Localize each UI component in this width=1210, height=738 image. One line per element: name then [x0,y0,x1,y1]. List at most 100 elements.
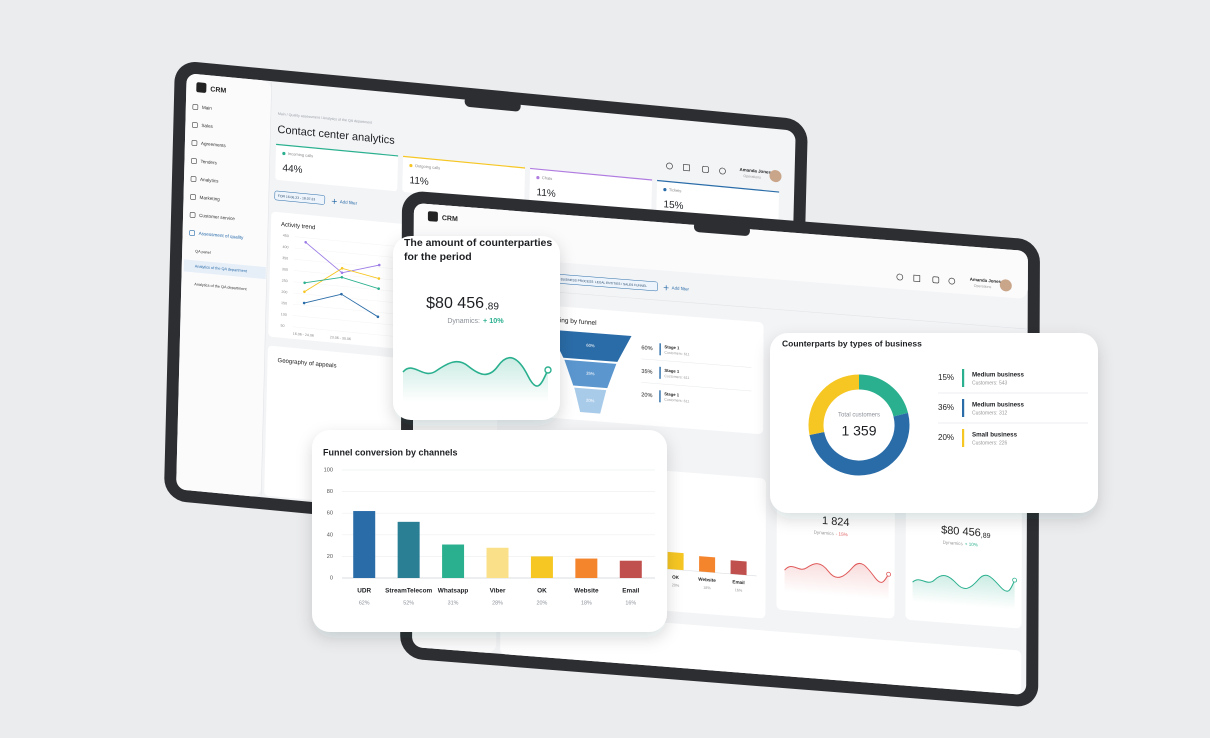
header-icon[interactable] [702,165,709,173]
menu-item[interactable]: Tenders [200,159,217,166]
notch [693,221,750,236]
menu-item[interactable]: Sales [201,123,213,129]
stage-marker [659,366,661,379]
card-title: sifting by funnel [552,316,598,327]
bar [486,547,509,578]
business-types-card: Counterparts by types of business Total … [770,333,1098,513]
y-tick-label: 250 [282,279,288,284]
bar [667,551,684,571]
card-title: Funnel conversion by channels [323,447,458,457]
trend-point [340,275,344,279]
sparkline-area [784,563,889,601]
header-icon[interactable] [913,274,921,282]
value-label: 28% [492,600,503,606]
value-label: 18% [581,600,592,606]
x-tick-label: Whatsapp [438,588,469,595]
stage-name: Stage 1 [664,368,680,374]
menu-item[interactable]: Assessment of quality [199,231,245,240]
kpi-accent [657,179,780,193]
y-tick-label: 100 [324,467,333,473]
grid-line [293,292,410,305]
legend-percent: 15% [938,373,954,382]
card-title: Activity trend [281,222,315,231]
kpi-accent [276,143,399,157]
bar [575,558,598,578]
kpi-value: 11% [536,187,556,200]
card-title: The amount of counterparties for the per… [404,237,553,263]
menu-item[interactable]: Analytics [200,177,219,184]
grid-line [294,247,411,260]
stage-name: Stage 1 [664,344,680,350]
menu-item[interactable]: Marketing [200,195,221,202]
header-icon[interactable] [719,167,726,175]
header-icon[interactable] [683,163,690,172]
dynamics-label: Dynamics: [447,318,480,325]
funnel-tier [549,329,632,362]
stage-marker [659,343,661,356]
header-icon[interactable] [948,277,956,285]
add-filter[interactable]: Add filter [672,285,690,291]
grid-line [292,315,409,327]
kpi-value: 44% [282,163,302,176]
grid-line [294,236,411,248]
avatar[interactable] [769,170,782,183]
front-tablet: CRM Amanda Jones Operations BUSINESS PRO… [400,191,1040,707]
menu-item[interactable]: Customer service [199,213,235,221]
logo-text: CRM [442,215,458,223]
menu-item[interactable]: Analytics of the QA department [195,264,248,273]
funnel-tier-label: 20% [586,398,595,404]
stat-dynamics-label: Dynamics [814,530,835,537]
sparkline-end [886,571,892,577]
date-chip[interactable] [274,190,326,205]
header-icon[interactable] [896,273,904,281]
avatar[interactable] [999,279,1012,292]
menu-item[interactable]: Analytics of the QA department [194,282,247,291]
legend-percent: 20% [938,433,954,442]
x-tick-label: Viber [490,588,506,595]
menu-item[interactable]: Main [202,105,213,111]
kpi-dot [663,188,667,192]
x-tick-label: OK [672,575,680,581]
filter-chip-text: BUSINESS PROCESS: LEGAL ENTITIES / SALES… [561,277,647,288]
stage-customers: Customers: 611 [664,374,689,380]
kpi-value: 11% [409,175,429,188]
menu-icon [189,230,195,236]
value-label: 16% [735,588,743,593]
sparkline-end [544,366,552,374]
menu-icon [191,158,197,164]
donut-center-label: Total customers [838,413,880,419]
stage-divider [641,358,752,368]
top-bar [413,203,1028,299]
y-tick-label: 60 [327,511,333,517]
menu-icon [190,176,197,182]
x-tick-label: Website [574,588,599,595]
header-icon[interactable] [666,162,673,170]
grid-line [292,326,409,338]
menu-item[interactable]: Agreements [201,141,227,148]
x-tick-label: Email [622,588,639,595]
value-label: 20% [537,600,548,606]
y-tick-label: 100 [281,312,287,317]
donut-segment [809,412,910,476]
legend-marker [962,369,965,387]
add-filter[interactable]: Add filter [340,199,358,206]
stage-percent: 60% [641,345,652,352]
menu-item[interactable]: QA panel [195,249,211,254]
logo-icon [196,82,207,93]
sparkline [784,563,890,583]
value-label: 16% [625,600,636,606]
amount: $80 456 [426,295,484,312]
stage-customers: Customers: 611 [664,398,689,404]
x-tick-label: Website [698,577,716,583]
menu-icon [189,212,196,218]
funnel-conversion-card: Funnel conversion by channels 0 20 40 60 80 1… [312,430,667,632]
trend-point [340,271,344,275]
kpi-dot [282,151,286,156]
header-icon[interactable] [932,276,940,284]
value-label: 18% [703,586,711,591]
divider [497,287,1028,330]
legend-customers: Customers: 226 [972,440,1008,446]
kpi-dot [409,163,413,168]
x-tick-label: UDR [357,588,371,595]
card-title-box: The amount of counterparties for the per… [404,237,553,263]
